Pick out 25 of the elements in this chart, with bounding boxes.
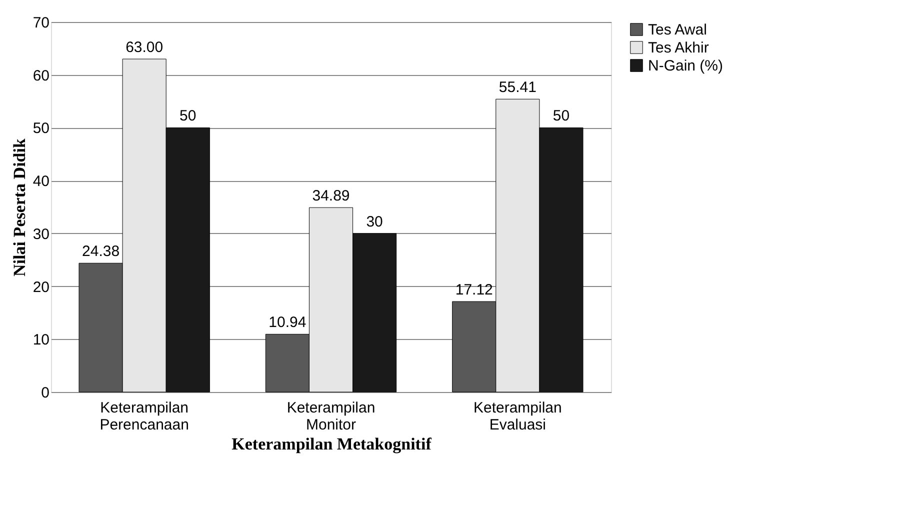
y-tick-label: 10 [32,332,50,349]
y-axis-title: Nilai Peserta Didik [10,138,29,276]
data-label: 17.12 [455,282,493,299]
y-tick-label: 30 [32,226,50,243]
data-label: 50 [552,108,570,125]
y-tick-label: 70 [32,14,50,32]
data-label: 50 [180,108,196,125]
y-tick-label: 40 [32,173,50,190]
data-label: 10.94 [268,314,306,332]
legend-label: N-Gain (%) [648,58,724,74]
x-tick-label: Keterampilan Perencanaan [100,400,189,434]
y-tick-label: 20 [32,278,50,296]
data-label: 30 [366,213,383,230]
x-axis-title: Keterampilan Metakognitif [232,434,432,454]
y-tick-label: 0 [41,384,50,402]
legend-label: Tes Akhir [648,40,709,56]
data-label: 24.38 [82,243,120,260]
y-tick-label: 60 [32,67,50,84]
y-tick-label: 50 [32,120,50,138]
legend-label: Tes Awal [648,22,707,38]
x-tick-label: Keterampilan Evaluasi [473,400,562,434]
data-label: 63.00 [126,39,164,56]
data-label: 34.89 [312,188,350,205]
data-label: 55.41 [498,79,536,96]
x-tick-label: Keterampilan Monitor [286,400,376,434]
